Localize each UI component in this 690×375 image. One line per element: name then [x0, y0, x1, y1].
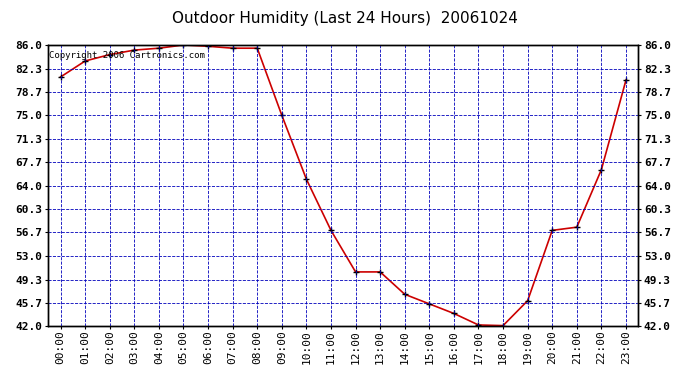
Text: Copyright 2006 Cartronics.com: Copyright 2006 Cartronics.com	[50, 51, 206, 60]
Text: Outdoor Humidity (Last 24 Hours)  20061024: Outdoor Humidity (Last 24 Hours) 2006102…	[172, 11, 518, 26]
